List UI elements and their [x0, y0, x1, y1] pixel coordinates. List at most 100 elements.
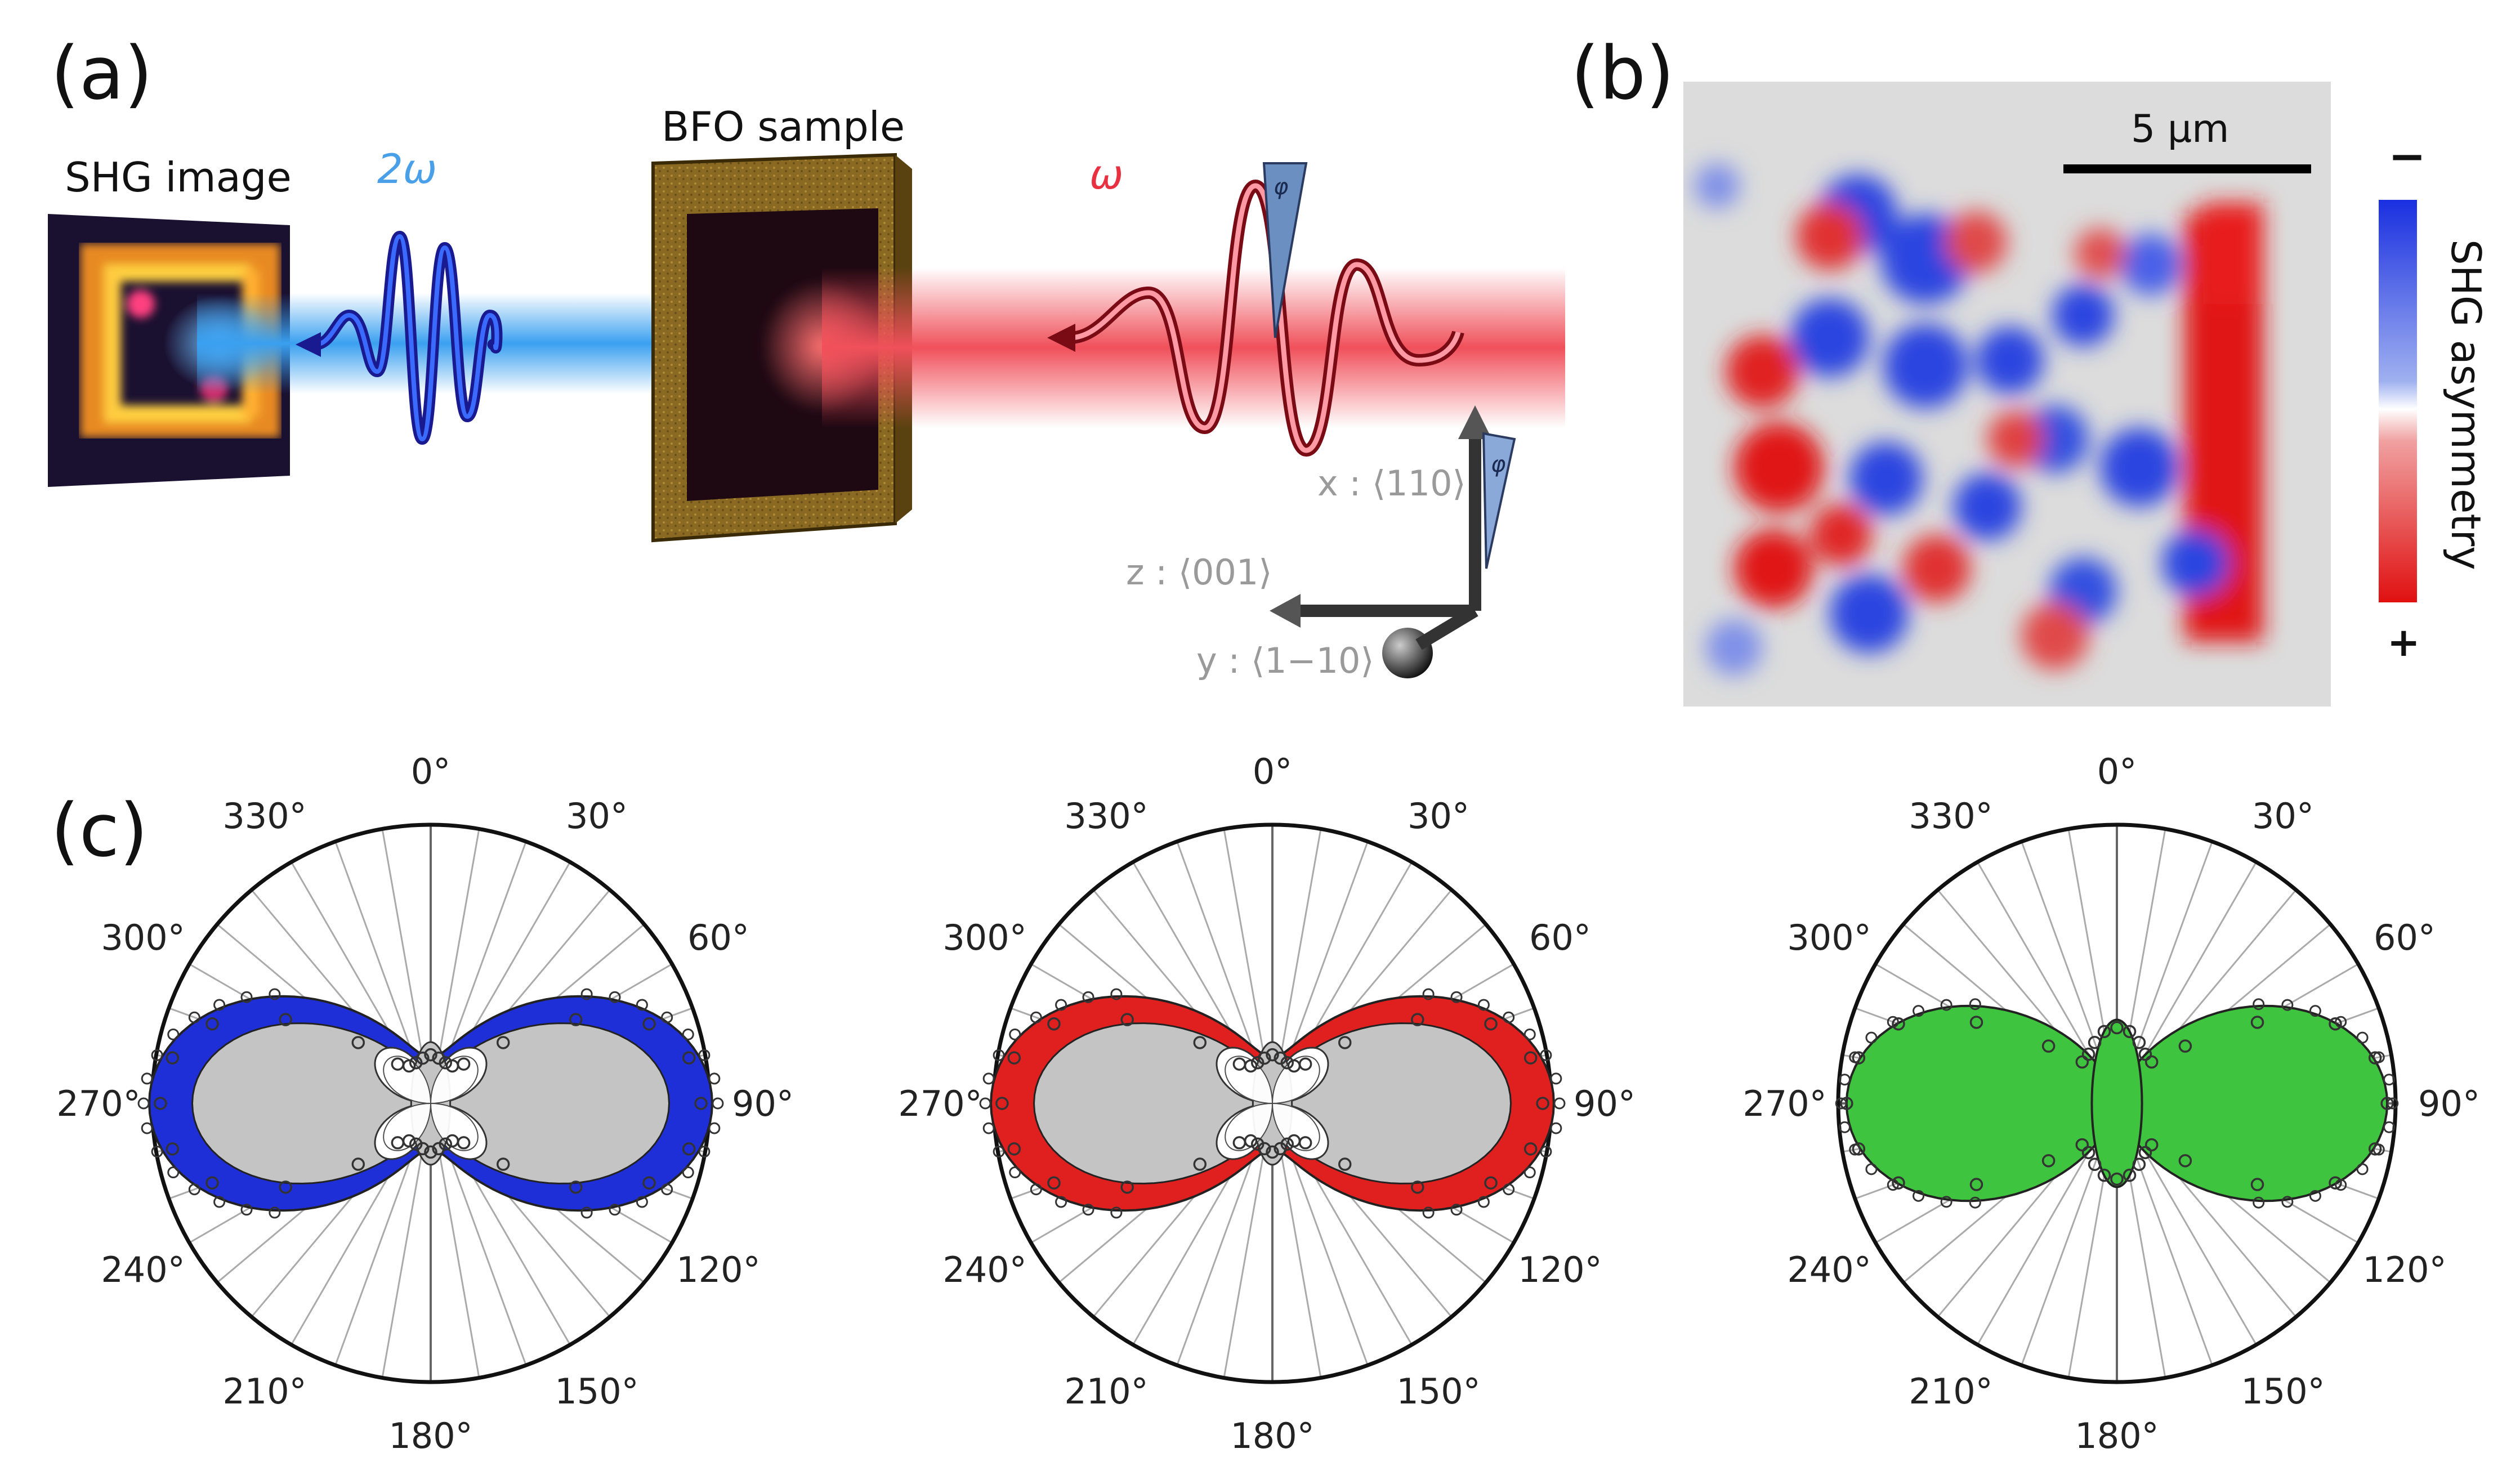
polar-data-point	[1250, 1137, 1265, 1151]
polar-angle-label: 90°	[1574, 1083, 1636, 1124]
polar-data-point	[1865, 1163, 1878, 1175]
polar-data-point	[1523, 1142, 1538, 1156]
polar-data-point	[1009, 1166, 1021, 1179]
polar-angle-label: 330°	[1909, 795, 1992, 837]
polar-data-point	[2335, 1179, 2347, 1191]
polar-data-point	[205, 1176, 219, 1190]
polar-data-point	[2250, 1016, 2264, 1029]
polar-data-point	[708, 1072, 721, 1085]
polar-white-overlay	[1225, 1056, 1320, 1151]
polar-data-point	[1484, 1017, 1498, 1031]
polar-data-point	[1887, 1179, 1899, 1191]
polar-data-point	[1232, 1136, 1246, 1150]
polar-data-point	[2383, 1121, 2396, 1133]
polar-data-point	[2081, 1047, 2095, 1061]
polar-data-point	[402, 1059, 416, 1073]
scale-bar-label: 5 μm	[2131, 107, 2229, 151]
polar-data-point	[1450, 1204, 1463, 1216]
polar-data-point	[1422, 988, 1435, 1000]
polar-angle-label: 330°	[1064, 795, 1148, 837]
polar-data-point	[1266, 1048, 1279, 1062]
two-omega-label: 2ω	[377, 145, 437, 193]
polar-data-point	[213, 999, 226, 1011]
polar-plot-blue: 0° 30° 60° 90° 120° 150° 180° 210° 240° 270° 300° 3…	[56, 751, 794, 1456]
polar-data-point	[2281, 1196, 2294, 1208]
polar-plot-red: 0° 30° 60° 90° 120° 150° 180° 210° 240° 270° 300° 3…	[898, 751, 1636, 1456]
polar-data-point	[1969, 1196, 1981, 1209]
polar-angle-label: 210°	[1909, 1371, 1992, 1412]
polar-data-point	[2123, 1025, 2137, 1039]
polar-data-point	[609, 991, 621, 1003]
polar-data-point	[1835, 1097, 1847, 1110]
polar-data-point	[1411, 1181, 1424, 1194]
shg-image-label: SHG image	[65, 154, 292, 201]
polar-data-point	[424, 1048, 437, 1062]
polar-angle-label: 300°	[942, 917, 1026, 958]
polar-angle-label: 90°	[732, 1083, 794, 1124]
polar-data-point	[698, 1146, 711, 1158]
polar-angle-label: 30°	[566, 795, 628, 837]
polar-angle-label: 180°	[388, 1415, 472, 1456]
polar-data-point	[682, 1142, 696, 1156]
polar-data-point	[642, 1017, 656, 1031]
polar-data-point	[2387, 1097, 2399, 1110]
polar-data-point	[2380, 1097, 2394, 1110]
polar-data-point	[1280, 1056, 1294, 1070]
polar-data-point	[1865, 1031, 1878, 1044]
polar-data-point	[1477, 1196, 1490, 1208]
polar-data-point	[1477, 999, 1490, 1011]
polar-data-point	[496, 1157, 510, 1171]
polar-data-point	[2368, 1142, 2382, 1156]
polar-data-point	[712, 1097, 724, 1110]
polar-data-point	[694, 1097, 708, 1110]
polar-data-point	[409, 1137, 423, 1151]
polar-data-point	[708, 1122, 721, 1134]
polar-data-point	[1887, 1016, 1899, 1028]
polar-data-point	[2383, 1074, 2396, 1086]
polar-angle-label: 120°	[1518, 1249, 1602, 1290]
polar-data-point	[2281, 999, 2294, 1011]
polar-angle-label: 210°	[1064, 1371, 1148, 1412]
panel-a-label: (a)	[51, 30, 153, 116]
polar-data-point	[2132, 1157, 2146, 1172]
polar-data-point	[1120, 1181, 1134, 1194]
polar-data-point	[2356, 1031, 2369, 1044]
panel-b: (b)	[1571, 30, 2490, 707]
polar-data-point	[1503, 1011, 1515, 1023]
polar-data-point	[1969, 1178, 1983, 1191]
polar-data-point	[2144, 1055, 2159, 1069]
polar-data-point	[391, 1136, 405, 1150]
polar-data-point	[424, 1145, 437, 1159]
polar-data-point	[2329, 1176, 2342, 1190]
polar-data-point	[2178, 1039, 2192, 1053]
polar-angle-label: 0°	[2097, 751, 2137, 792]
colorbar-bottom-label: +	[2387, 619, 2420, 665]
polar-data-point	[1030, 1011, 1042, 1023]
polar-data-point	[1266, 1145, 1279, 1159]
polar-data-point	[1082, 991, 1094, 1003]
polar-data-point	[1120, 1013, 1134, 1026]
polar-angle-label: 30°	[2252, 795, 2314, 837]
polar-data-point	[982, 1072, 995, 1085]
polar-data-point	[1892, 1017, 1905, 1031]
polar-data-point	[1852, 1051, 1866, 1065]
colorbar: − + SHG asymmetry	[2379, 130, 2490, 665]
polar-data-point	[1892, 1176, 1905, 1190]
polar-data-point	[2088, 1035, 2102, 1049]
polar-data-point	[1550, 1072, 1562, 1085]
polar-data-point	[269, 988, 281, 1000]
polar-white-overlay	[383, 1056, 479, 1151]
polar-data-point	[1550, 1122, 1562, 1134]
polar-angle-label: 300°	[101, 917, 185, 958]
polar-data-point	[1110, 988, 1123, 1000]
polar-data-point	[445, 1134, 459, 1148]
polar-data-point	[1007, 1142, 1021, 1156]
polar-data-point	[167, 1028, 180, 1040]
polar-angle-label: 0°	[1253, 751, 1292, 792]
polar-data-point	[439, 1056, 453, 1070]
polar-data-point	[1258, 1051, 1271, 1065]
polar-data-point	[1193, 1036, 1207, 1049]
polar-angle-label: 180°	[1230, 1415, 1314, 1456]
polar-data-point	[2081, 1146, 2095, 1160]
polar-data-point	[2110, 1172, 2124, 1186]
